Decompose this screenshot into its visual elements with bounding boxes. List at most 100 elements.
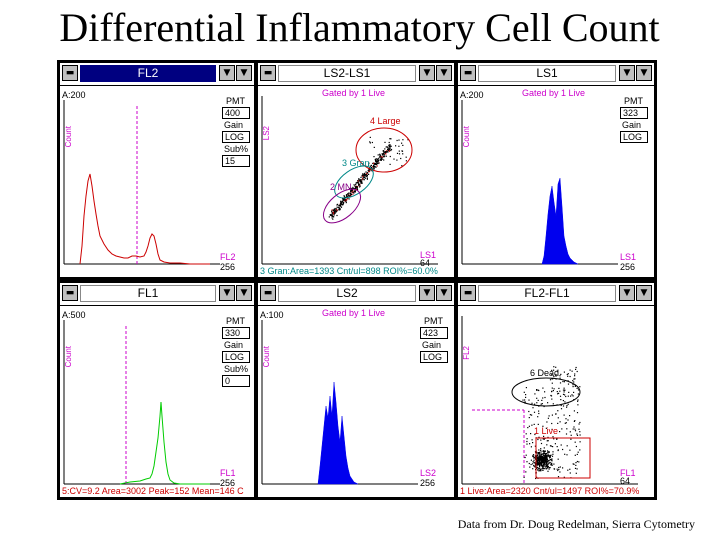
ls1-histogram-fill — [541, 177, 579, 265]
panel-fl2-fl1-plot[interactable]: FL2 6 Dead 1 Live FL1 64 1 Live:Area=232… — [458, 306, 654, 497]
fl2-fl1-status: 1 Live:Area=2320 Cnt/ul=1497 ROI%=70.9% — [460, 486, 640, 496]
ls2-pmt-value[interactable]: 423 — [420, 327, 448, 339]
gate-large-label: 4 Large — [370, 116, 401, 126]
triangle-down-icon[interactable]: ▼ — [219, 65, 235, 81]
ls2-axis-max: 256 — [420, 478, 436, 488]
ls2-scale-label: A:100 — [260, 310, 284, 320]
fl2-fl1-scatter-svg — [461, 316, 638, 485]
ls2-axis-label: LS2 — [420, 468, 437, 478]
triangle-down-icon[interactable]: ▼ — [436, 285, 452, 301]
gate-mn-label: 2 MN — [330, 182, 352, 192]
ls2-gated-label: Gated by 1 Live — [322, 308, 386, 318]
fl2-gain-label: Gain — [224, 120, 244, 130]
fl1-gain-value[interactable]: LOG — [222, 351, 250, 363]
fl2-sub-value[interactable]: 15 — [222, 155, 250, 167]
panel-fl2-plot[interactable]: A:200 Count PMT 400 Gain LOG Sub% 15 FL2… — [60, 86, 254, 277]
fl2-axis-max: 256 — [220, 262, 236, 272]
ls2-ls1-x-max: 64 — [420, 258, 431, 268]
gate-live-label: 1 Live — [534, 426, 559, 436]
triangle-down-icon[interactable]: ▼ — [636, 65, 652, 81]
panel-ls1-title[interactable]: LS1 — [478, 65, 616, 82]
panel-fl1-plot[interactable]: A:500 Count PMT 330 Gain LOG Sub% 0 FL1 … — [60, 306, 254, 497]
gate-dead-label: 6 Dead — [530, 368, 560, 378]
gate-mn-ellipse — [322, 188, 362, 224]
fl1-gain-label: Gain — [224, 340, 244, 350]
panel-ls2-plot[interactable]: A:100 Gated by 1 Live Count PMT 423 Gain… — [258, 306, 454, 497]
gate-large-ellipse — [355, 127, 413, 173]
panel-ls2-titlebar: ▬ LS2 ▼ ▼ — [258, 283, 454, 306]
panel-ls2-ls1-plot[interactable]: Gated by 1 Live LS2 4 Large 3 Gran 2 MN … — [258, 86, 454, 277]
panel-fl1: ▬ FL1 ▼ ▼ A:500 Count PMT 330 Gain LOG S… — [59, 282, 255, 498]
fl1-count-label: Count — [64, 346, 73, 368]
triangle-down-icon[interactable]: ▼ — [419, 285, 435, 301]
ls1-histogram-svg — [461, 100, 618, 265]
minus-icon[interactable]: ▬ — [460, 65, 476, 81]
fl1-status: 5:CV=9.2 Area=3002 Peak=152 Mean=146 C — [62, 486, 244, 496]
minus-icon[interactable]: ▬ — [260, 285, 276, 301]
data-credit: Data from Dr. Doug Redelman, Sierra Cyto… — [457, 517, 695, 531]
fl2-gain-value[interactable]: LOG — [222, 131, 250, 143]
fl2-axis-label: FL2 — [220, 252, 236, 262]
minus-icon[interactable]: ▬ — [62, 65, 78, 81]
triangle-down-icon[interactable]: ▼ — [619, 65, 635, 81]
ls1-pmt-label: PMT — [624, 96, 643, 106]
minus-icon[interactable]: ▬ — [62, 285, 78, 301]
fl2-fl1-x-max: 64 — [620, 476, 631, 486]
fl2-histogram-svg — [63, 100, 220, 265]
triangle-down-icon[interactable]: ▼ — [636, 285, 652, 301]
fl1-histogram-svg — [63, 320, 220, 485]
gate-dead-ellipse — [511, 377, 581, 407]
ls1-gated-label: Gated by 1 Live — [522, 88, 586, 98]
panel-ls2-ls1-titlebar: ▬ LS2-LS1 ▼ ▼ — [258, 63, 454, 86]
ls2-histogram-svg — [261, 320, 418, 485]
ls2-ls1-gated-label: Gated by 1 Live — [322, 88, 386, 98]
panel-ls1-plot[interactable]: A:200 Gated by 1 Live Count PMT 323 Gain… — [458, 86, 654, 277]
ls1-scale-label: A:200 — [460, 90, 484, 100]
ls2-gain-value[interactable]: LOG — [420, 351, 448, 363]
fl2-fl1-events — [522, 366, 581, 480]
panel-fl2-fl1: ▬ FL2-FL1 ▼ ▼ FL2 6 Dead 1 Live FL1 64 1… — [457, 282, 655, 498]
panel-fl2-title[interactable]: FL2 — [80, 65, 216, 82]
triangle-down-icon[interactable]: ▼ — [419, 65, 435, 81]
panel-fl2-fl1-titlebar: ▬ FL2-FL1 ▼ ▼ — [458, 283, 654, 306]
panel-fl2: ▬ FL2 ▼ ▼ A:200 Count PMT 400 Gain LOG S… — [59, 62, 255, 278]
triangle-down-icon[interactable]: ▼ — [219, 285, 235, 301]
fl1-scale-label: A:500 — [62, 310, 86, 320]
triangle-down-icon[interactable]: ▼ — [236, 285, 252, 301]
panel-ls1: ▬ LS1 ▼ ▼ A:200 Gated by 1 Live Count PM… — [457, 62, 655, 278]
panel-fl1-title[interactable]: FL1 — [80, 285, 216, 302]
panel-ls2-ls1: ▬ LS2-LS1 ▼ ▼ Gated by 1 Live LS2 4 Larg… — [257, 62, 455, 278]
ls2-gain-label: Gain — [422, 340, 442, 350]
fl2-pmt-value[interactable]: 400 — [222, 107, 250, 119]
minus-icon[interactable]: ▬ — [460, 285, 476, 301]
ls1-axis-max: 256 — [620, 262, 636, 272]
triangle-down-icon[interactable]: ▼ — [236, 65, 252, 81]
panel-ls2-ls1-title[interactable]: LS2-LS1 — [278, 65, 416, 82]
fl2-fl1-y-label: FL2 — [462, 346, 471, 360]
fl2-trace — [79, 173, 210, 265]
ls1-gain-label: Gain — [622, 120, 642, 130]
panel-ls2-title[interactable]: LS2 — [278, 285, 416, 302]
ls2-pmt-label: PMT — [424, 316, 443, 326]
panel-fl2-titlebar: ▬ FL2 ▼ ▼ — [60, 63, 254, 86]
triangle-down-icon[interactable]: ▼ — [436, 65, 452, 81]
fl2-scale-label: A:200 — [62, 90, 86, 100]
ls1-count-label: Count — [462, 126, 471, 148]
minus-icon[interactable]: ▬ — [260, 65, 276, 81]
fl1-sub-label: Sub% — [224, 364, 249, 374]
ls1-gain-value[interactable]: LOG — [620, 131, 648, 143]
ls2-ls1-status: 3 Gran:Area=1393 Cnt/ul=898 ROI%=60.0% — [260, 266, 438, 276]
ls1-pmt-value[interactable]: 323 — [620, 107, 648, 119]
fl2-pmt-label: PMT — [226, 96, 245, 106]
triangle-down-icon[interactable]: ▼ — [619, 285, 635, 301]
fl1-pmt-label: PMT — [226, 316, 245, 326]
ls2-histogram-fill — [317, 381, 359, 485]
fl1-sub-value[interactable]: 0 — [222, 375, 250, 387]
gate-live-rect — [535, 437, 591, 479]
fl1-pmt-value[interactable]: 330 — [222, 327, 250, 339]
fl1-axis-max: 256 — [220, 478, 236, 488]
panel-fl2-fl1-title[interactable]: FL2-FL1 — [478, 285, 616, 302]
fl1-trace — [119, 401, 210, 485]
fl2-count-label: Count — [64, 126, 73, 148]
ls2-ls1-scatter-svg — [261, 96, 438, 265]
